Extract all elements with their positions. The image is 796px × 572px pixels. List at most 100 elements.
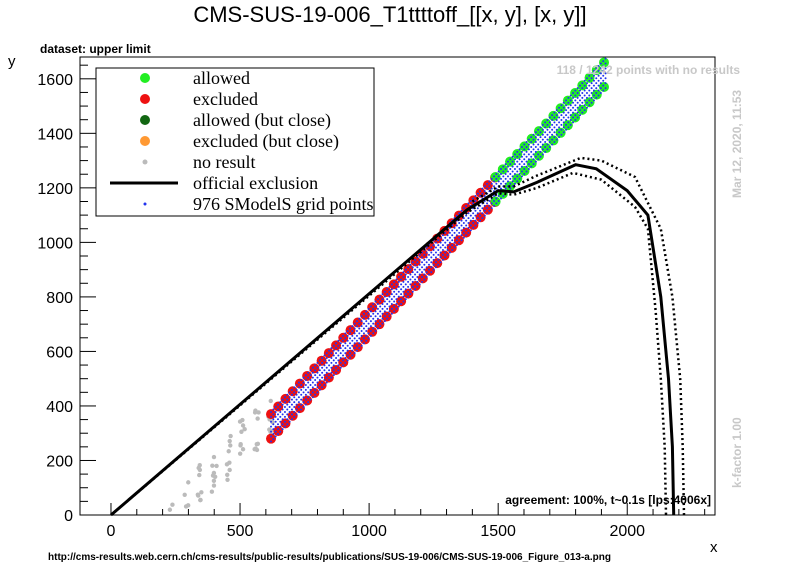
excluded-point [323,372,334,383]
grid-point [451,244,454,247]
y-tick-label: 400 [46,399,73,416]
grid-point [367,337,370,340]
grid-point [441,234,444,237]
grid-point [397,300,400,303]
excluded-point [439,250,450,261]
grid-point [270,415,273,418]
no-result-point [197,467,203,473]
grid-point [388,315,391,318]
grid-point [337,349,340,352]
allowed-point [490,171,501,182]
no-result-point [195,492,201,497]
grid-point [416,276,419,279]
grid-point [565,109,568,112]
grid-point [558,106,561,109]
grid-point [527,163,530,166]
grid-point [509,168,512,171]
grid-point [390,302,393,305]
grid-point [578,104,581,107]
grid-point [444,241,447,244]
grid-point [513,182,516,185]
grid-point [583,109,586,112]
grid-point [544,131,547,134]
no-result-point [198,497,203,503]
grid-point [344,347,347,350]
grid-point [407,280,410,283]
grid-point [432,263,435,266]
allowed-point [599,57,610,68]
grid-point [572,121,575,124]
grid-point [520,145,523,148]
grid-point [339,342,342,345]
grid-point [460,229,463,232]
allowed-point [555,127,566,138]
grid-point [558,136,561,139]
grid-point [400,288,403,291]
grid-point [602,74,605,77]
allowed-point [541,143,552,154]
grid-point [281,423,284,426]
grid-point [290,418,293,421]
grid-point [427,253,430,256]
grid-point [472,202,475,205]
grid-point [500,182,503,185]
grid-point [506,160,509,163]
grid-point [281,398,284,401]
grid-point [437,244,440,247]
grid-point [288,396,291,399]
grid-point [460,219,463,222]
grid-point [351,349,354,352]
grid-point [274,425,277,428]
grid-point [548,116,551,119]
grid-point [427,249,430,252]
grid-point [495,177,498,180]
grid-point [527,148,530,151]
allowed-point [577,104,588,115]
grid-point [525,170,528,173]
grid-point [500,187,503,190]
grid-point [604,72,607,75]
grid-point [578,109,581,112]
grid-point [446,239,449,242]
grid-point [490,187,493,190]
excluded-point [475,187,486,198]
grid-point [553,116,556,119]
allowed-point [490,196,501,207]
no-result-point [210,473,216,478]
excluded-point [410,281,421,291]
grid-point [500,168,503,171]
grid-point [325,371,328,374]
grid-point [328,374,331,377]
grid-point [353,352,356,355]
excluded-point [287,410,298,421]
grid-point [576,101,579,104]
grid-point [376,298,379,301]
grid-point [599,82,602,85]
grid-point [283,396,286,399]
grid-point [544,126,547,129]
grid-point [539,136,542,139]
grid-point [558,111,561,114]
excluded-point [266,409,277,420]
no-result-point [211,483,217,488]
legend-label: allowed (but close) [193,110,331,131]
grid-point [325,366,328,369]
grid-point [379,295,382,298]
grid-point [323,383,326,386]
grid-point [367,307,370,310]
grid-point [539,155,542,158]
grid-point [416,271,419,274]
grid-point [500,172,503,175]
grid-point [532,153,535,156]
grid-point [576,116,579,119]
no-result-point [209,489,215,494]
grid-point [518,148,521,151]
agreement-note: agreement: 100%, t~0.1s [lps:4006x] [505,493,711,507]
grid-point [430,256,433,259]
grid-point [565,128,568,131]
grid-point [486,187,489,190]
grid-point [383,320,386,323]
excluded-point [461,227,472,238]
grid-point [541,128,544,131]
grid-point [302,391,305,394]
